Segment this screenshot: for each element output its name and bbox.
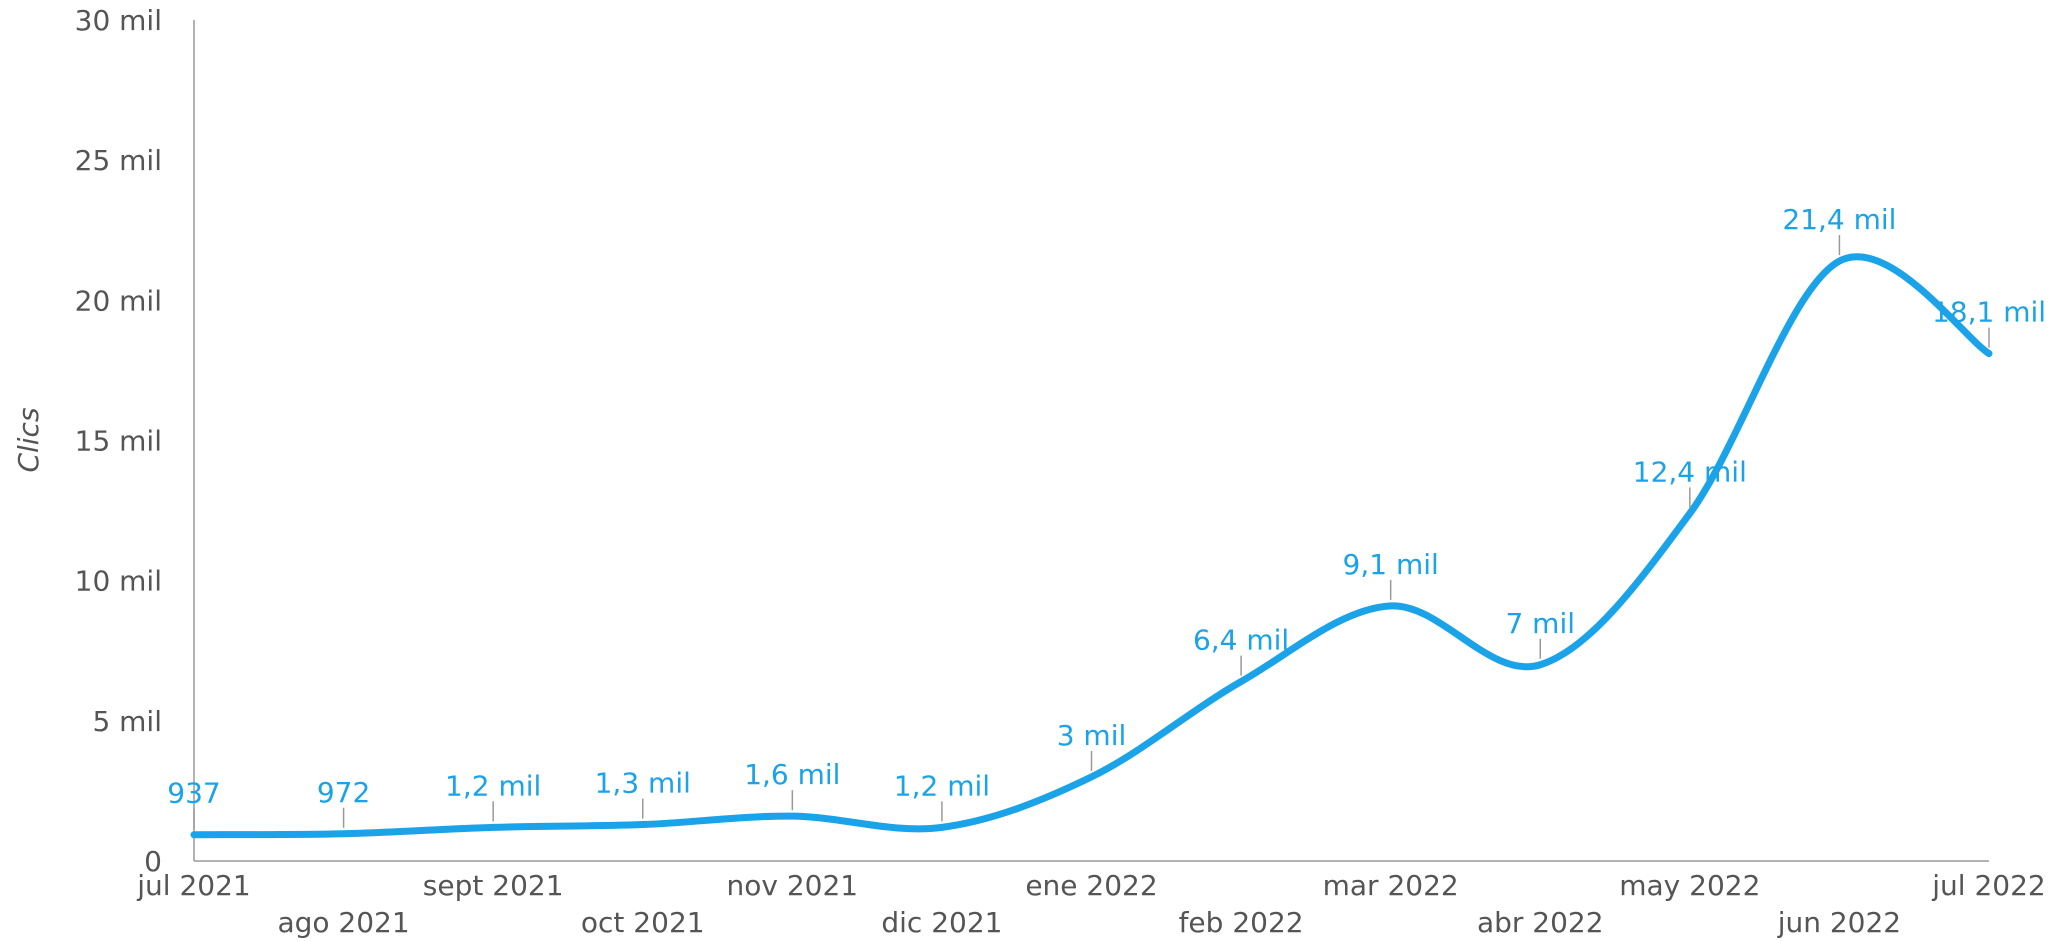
x-tick-label: oct 2021 bbox=[581, 906, 705, 939]
x-tick-label: mar 2022 bbox=[1323, 869, 1459, 902]
data-label: 12,4 mil bbox=[1633, 455, 1747, 488]
data-label: 3 mil bbox=[1057, 719, 1127, 752]
y-tick-label: 10 mil bbox=[75, 565, 162, 598]
series-line bbox=[190, 253, 1993, 839]
x-tick-label: feb 2022 bbox=[1179, 906, 1304, 939]
data-label: 1,6 mil bbox=[744, 758, 840, 791]
y-axis-label: Clics bbox=[12, 407, 45, 472]
data-label: 18,1 mil bbox=[1932, 296, 2046, 329]
x-tick-label: jul 2021 bbox=[136, 869, 250, 902]
data-label: 9,1 mil bbox=[1343, 548, 1439, 581]
y-tick-label: 15 mil bbox=[75, 425, 162, 458]
x-tick-label: ago 2021 bbox=[277, 906, 409, 939]
series-group bbox=[190, 253, 1993, 839]
x-tick-label: jun 2022 bbox=[1777, 906, 1901, 939]
y-tick-label: 25 mil bbox=[75, 144, 162, 177]
y-tick-label: 5 mil bbox=[92, 705, 162, 738]
data-labels: 937 972 1,2 mil 1,3 mil 1,6 mil 1,2 mil 3 mil 6… bbox=[167, 203, 2046, 810]
data-label: 937 bbox=[167, 777, 220, 810]
data-label-leaders bbox=[193, 235, 1990, 829]
data-label: 7 mil bbox=[1505, 607, 1575, 640]
x-tick-label: dic 2021 bbox=[881, 906, 1002, 939]
x-tick-labels: jul 2021 ago 2021 sept 2021 oct 2021 nov 202… bbox=[136, 869, 2045, 939]
y-tick-label: 20 mil bbox=[75, 284, 162, 317]
data-label: 21,4 mil bbox=[1782, 203, 1896, 236]
x-tick-label: abr 2022 bbox=[1477, 906, 1604, 939]
x-tick-label: jul 2022 bbox=[1931, 869, 2045, 902]
x-tick-label: sept 2021 bbox=[423, 869, 564, 902]
data-label: 1,2 mil bbox=[894, 769, 990, 802]
x-tick-label: may 2022 bbox=[1619, 869, 1760, 902]
data-label: 972 bbox=[317, 776, 370, 809]
data-label: 1,3 mil bbox=[595, 767, 691, 800]
data-label: 6,4 mil bbox=[1193, 624, 1289, 657]
x-tick-label: nov 2021 bbox=[727, 869, 859, 902]
y-tick-label: 30 mil bbox=[75, 4, 162, 37]
axes bbox=[193, 20, 1989, 862]
x-tick-label: ene 2022 bbox=[1025, 869, 1157, 902]
y-tick-label: 0 bbox=[144, 845, 162, 878]
y-tick-labels: 0 5 mil 10 mil 15 mil 20 mil 25 mil 30 mil bbox=[75, 4, 162, 878]
data-label: 1,2 mil bbox=[445, 769, 541, 802]
